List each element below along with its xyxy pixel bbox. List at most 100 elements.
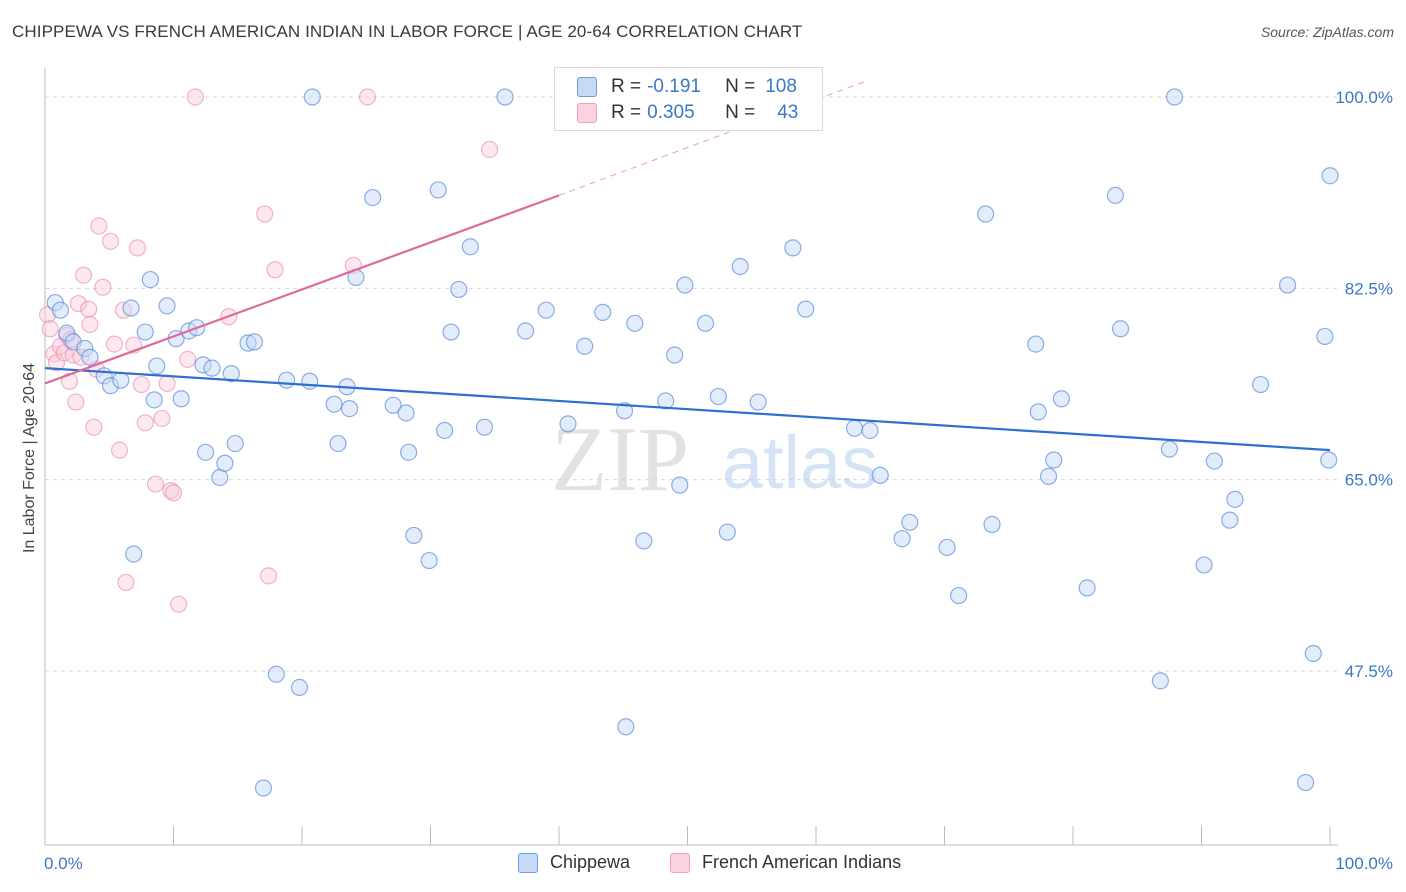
data-point-chippewa — [267, 665, 285, 683]
data-point-chippewa — [749, 393, 767, 411]
data-point-french — [110, 441, 129, 459]
data-point-chippewa — [203, 359, 221, 377]
data-point-chippewa — [1296, 773, 1315, 792]
data-point-chippewa — [893, 530, 911, 548]
data-point-french — [74, 266, 93, 284]
legend-swatch-french — [577, 103, 597, 123]
data-point-chippewa — [420, 551, 438, 570]
data-point-chippewa — [1027, 335, 1045, 353]
data-point-chippewa — [429, 181, 447, 199]
data-point-chippewa — [172, 390, 190, 408]
data-point-chippewa — [516, 322, 535, 340]
data-point-chippewa — [1029, 403, 1047, 421]
data-point-chippewa — [496, 88, 514, 106]
data-point-chippewa — [1195, 556, 1213, 574]
data-point-chippewa — [983, 515, 1001, 534]
bottom-legend-french: French American Indians — [670, 852, 901, 873]
data-point-chippewa — [617, 718, 635, 736]
data-point-chippewa — [1111, 320, 1130, 338]
data-point-french — [128, 239, 147, 257]
trend-lines — [44, 80, 1331, 452]
data-point-chippewa — [1052, 390, 1071, 408]
data-point-chippewa — [211, 468, 229, 487]
legend-n-label: N = — [725, 102, 756, 123]
data-point-french — [186, 88, 204, 106]
bottom-legend-chippewa: Chippewa — [518, 852, 630, 873]
data-point-french — [41, 320, 59, 338]
y-tick-label: 82.5% — [1345, 279, 1393, 298]
y-tick-label: 47.5% — [1345, 662, 1393, 681]
data-point-chippewa — [1278, 276, 1297, 294]
bottom-legend-swatch-french — [670, 852, 690, 873]
data-point-chippewa — [1316, 327, 1334, 346]
data-point-chippewa — [1045, 451, 1063, 469]
data-point-chippewa — [671, 476, 689, 494]
data-point-french — [481, 140, 499, 159]
data-point-french — [266, 261, 284, 279]
data-point-chippewa — [329, 434, 347, 453]
legend-swatch-chippewa — [577, 77, 597, 97]
data-point-chippewa — [559, 415, 577, 433]
y-tick-label: 65.0% — [1345, 471, 1393, 490]
series-chippewa — [46, 88, 1339, 797]
data-point-chippewa — [436, 421, 454, 440]
data-point-chippewa — [1205, 452, 1223, 470]
data-point-french — [162, 482, 180, 500]
data-point-chippewa — [461, 238, 479, 256]
bottom-legend-swatch-chippewa — [518, 852, 538, 873]
data-point-french — [136, 414, 154, 432]
bottom-legend-label-french: French American Indians — [702, 852, 902, 872]
data-point-chippewa — [1106, 186, 1125, 204]
data-point-chippewa — [290, 678, 309, 697]
data-point-chippewa — [901, 513, 919, 531]
data-point-french — [132, 375, 150, 394]
data-point-chippewa — [400, 443, 418, 461]
data-point-chippewa — [1165, 88, 1184, 106]
data-point-french — [85, 418, 103, 436]
chart-title: CHIPPEWA VS FRENCH AMERICAN INDIAN IN LA… — [12, 22, 803, 41]
data-point-chippewa — [657, 392, 675, 410]
data-point-chippewa — [718, 523, 736, 541]
watermark: ZIP atlas — [551, 408, 878, 510]
data-point-chippewa — [1252, 375, 1270, 394]
legend-r-value: -0.191 — [647, 76, 701, 97]
data-point-chippewa — [475, 418, 494, 436]
x-tick-label: 0.0% — [44, 854, 83, 873]
axes — [44, 68, 1338, 846]
data-point-chippewa — [666, 346, 684, 364]
data-point-chippewa — [364, 188, 382, 207]
data-point-french — [179, 350, 197, 368]
data-point-chippewa — [277, 371, 296, 389]
legend-n-value: 43 — [777, 102, 799, 123]
data-point-chippewa — [301, 372, 319, 390]
data-point-chippewa — [871, 466, 889, 484]
data-point-chippewa — [141, 270, 159, 289]
data-point-french — [256, 205, 274, 223]
data-point-french — [94, 278, 112, 296]
data-point-chippewa — [784, 239, 802, 257]
trend-line-chippewa — [44, 367, 1331, 452]
legend-n-value: 108 — [765, 76, 797, 97]
data-point-french — [170, 595, 188, 613]
legend-row-french: R = 0.305 N = 43 — [577, 100, 798, 126]
data-point-french — [164, 484, 183, 502]
data-point-chippewa — [938, 538, 956, 557]
data-point-chippewa — [136, 323, 154, 341]
data-point-chippewa — [1320, 451, 1338, 469]
data-point-chippewa — [122, 299, 140, 317]
y-tick-label: 100.0% — [1335, 88, 1393, 107]
data-point-chippewa — [594, 303, 612, 321]
data-point-french — [81, 315, 99, 334]
legend-n-label: N = — [725, 76, 756, 97]
data-point-chippewa — [1151, 672, 1169, 690]
data-point-chippewa — [537, 301, 555, 319]
data-point-french — [358, 88, 377, 106]
legend-r-value: 0.305 — [647, 102, 695, 123]
data-point-chippewa — [576, 337, 594, 355]
y-axis-label: In Labor Force | Age 20-64 — [21, 362, 38, 554]
data-point-chippewa — [325, 395, 343, 413]
data-point-french — [105, 335, 123, 353]
x-tick-label: 100.0% — [1335, 854, 1393, 873]
data-point-chippewa — [1221, 511, 1239, 529]
data-point-french — [101, 232, 120, 250]
